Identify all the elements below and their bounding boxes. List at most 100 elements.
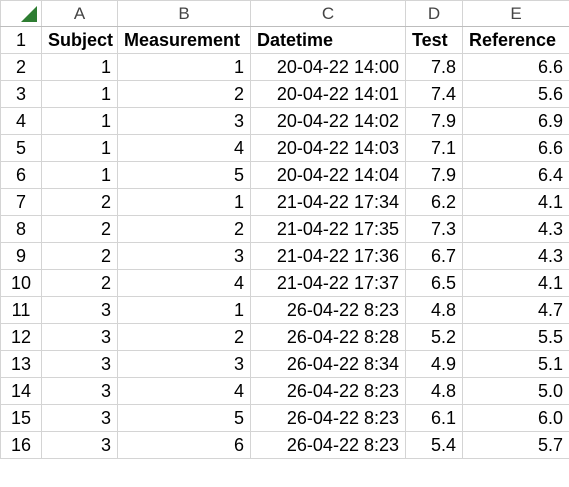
cell-d[interactable]: 6.2 (405, 188, 463, 216)
cell-b[interactable]: 3 (117, 242, 251, 270)
cell-d[interactable]: 4.8 (405, 377, 463, 405)
row-header[interactable]: 13 (0, 350, 42, 378)
cell-a1[interactable]: Subject (41, 26, 118, 54)
cell-e[interactable]: 5.0 (462, 377, 569, 405)
cell-b[interactable]: 5 (117, 404, 251, 432)
cell-a[interactable]: 2 (41, 269, 118, 297)
cell-c1[interactable]: Datetime (250, 26, 406, 54)
cell-e[interactable]: 4.3 (462, 215, 569, 243)
cell-c[interactable]: 20-04-22 14:03 (250, 134, 406, 162)
cell-e[interactable]: 6.6 (462, 53, 569, 81)
cell-c[interactable]: 20-04-22 14:00 (250, 53, 406, 81)
row-header[interactable]: 5 (0, 134, 42, 162)
cell-e[interactable]: 6.6 (462, 134, 569, 162)
cell-d[interactable]: 7.9 (405, 107, 463, 135)
cell-e1[interactable]: Reference (462, 26, 569, 54)
select-all-button[interactable] (0, 0, 42, 27)
cell-a[interactable]: 3 (41, 404, 118, 432)
row-header[interactable]: 4 (0, 107, 42, 135)
cell-d[interactable]: 6.7 (405, 242, 463, 270)
cell-c[interactable]: 21-04-22 17:36 (250, 242, 406, 270)
row-header[interactable]: 7 (0, 188, 42, 216)
row-header[interactable]: 14 (0, 377, 42, 405)
cell-a[interactable]: 1 (41, 80, 118, 108)
cell-b[interactable]: 1 (117, 188, 251, 216)
cell-d[interactable]: 5.2 (405, 323, 463, 351)
cell-e[interactable]: 5.1 (462, 350, 569, 378)
cell-d[interactable]: 5.4 (405, 431, 463, 459)
cell-c[interactable]: 26-04-22 8:34 (250, 350, 406, 378)
row-header[interactable]: 10 (0, 269, 42, 297)
cell-e[interactable]: 4.7 (462, 296, 569, 324)
row-header[interactable]: 15 (0, 404, 42, 432)
cell-c[interactable]: 21-04-22 17:37 (250, 269, 406, 297)
cell-b[interactable]: 2 (117, 80, 251, 108)
cell-b[interactable]: 1 (117, 53, 251, 81)
cell-d[interactable]: 4.8 (405, 296, 463, 324)
cell-a[interactable]: 1 (41, 161, 118, 189)
cell-e[interactable]: 6.9 (462, 107, 569, 135)
row-header[interactable]: 16 (0, 431, 42, 459)
cell-b[interactable]: 2 (117, 323, 251, 351)
cell-c[interactable]: 26-04-22 8:23 (250, 404, 406, 432)
row-header[interactable]: 9 (0, 242, 42, 270)
cell-b[interactable]: 1 (117, 296, 251, 324)
cell-c[interactable]: 20-04-22 14:02 (250, 107, 406, 135)
cell-b1[interactable]: Measurement (117, 26, 251, 54)
cell-a[interactable]: 2 (41, 188, 118, 216)
cell-b[interactable]: 4 (117, 134, 251, 162)
cell-c[interactable]: 26-04-22 8:23 (250, 431, 406, 459)
cell-b[interactable]: 2 (117, 215, 251, 243)
cell-b[interactable]: 6 (117, 431, 251, 459)
cell-d[interactable]: 4.9 (405, 350, 463, 378)
cell-b[interactable]: 3 (117, 350, 251, 378)
column-header-e[interactable]: E (462, 0, 569, 27)
cell-d[interactable]: 7.1 (405, 134, 463, 162)
row-header[interactable]: 11 (0, 296, 42, 324)
cell-e[interactable]: 6.0 (462, 404, 569, 432)
cell-a[interactable]: 3 (41, 431, 118, 459)
cell-c[interactable]: 26-04-22 8:28 (250, 323, 406, 351)
cell-e[interactable]: 6.4 (462, 161, 569, 189)
cell-a[interactable]: 2 (41, 242, 118, 270)
cell-a[interactable]: 2 (41, 215, 118, 243)
cell-e[interactable]: 5.7 (462, 431, 569, 459)
cell-c[interactable]: 26-04-22 8:23 (250, 296, 406, 324)
row-header[interactable]: 6 (0, 161, 42, 189)
cell-a[interactable]: 1 (41, 134, 118, 162)
cell-d[interactable]: 6.5 (405, 269, 463, 297)
cell-d[interactable]: 7.8 (405, 53, 463, 81)
column-header-d[interactable]: D (405, 0, 463, 27)
cell-d[interactable]: 7.4 (405, 80, 463, 108)
cell-e[interactable]: 4.1 (462, 188, 569, 216)
cell-e[interactable]: 5.5 (462, 323, 569, 351)
cell-a[interactable]: 1 (41, 53, 118, 81)
cell-d[interactable]: 7.9 (405, 161, 463, 189)
cell-b[interactable]: 3 (117, 107, 251, 135)
cell-a[interactable]: 3 (41, 296, 118, 324)
row-header[interactable]: 2 (0, 53, 42, 81)
cell-b[interactable]: 4 (117, 269, 251, 297)
cell-a[interactable]: 1 (41, 107, 118, 135)
cell-d[interactable]: 6.1 (405, 404, 463, 432)
column-header-c[interactable]: C (250, 0, 406, 27)
cell-a[interactable]: 3 (41, 350, 118, 378)
cell-c[interactable]: 21-04-22 17:35 (250, 215, 406, 243)
cell-e[interactable]: 4.1 (462, 269, 569, 297)
cell-c[interactable]: 20-04-22 14:04 (250, 161, 406, 189)
cell-a[interactable]: 3 (41, 377, 118, 405)
cell-d1[interactable]: Test (405, 26, 463, 54)
column-header-a[interactable]: A (41, 0, 118, 27)
cell-c[interactable]: 20-04-22 14:01 (250, 80, 406, 108)
cell-d[interactable]: 7.3 (405, 215, 463, 243)
cell-a[interactable]: 3 (41, 323, 118, 351)
cell-e[interactable]: 5.6 (462, 80, 569, 108)
cell-e[interactable]: 4.3 (462, 242, 569, 270)
column-header-b[interactable]: B (117, 0, 251, 27)
cell-c[interactable]: 21-04-22 17:34 (250, 188, 406, 216)
cell-b[interactable]: 5 (117, 161, 251, 189)
row-header[interactable]: 8 (0, 215, 42, 243)
cell-c[interactable]: 26-04-22 8:23 (250, 377, 406, 405)
row-header[interactable]: 3 (0, 80, 42, 108)
cell-b[interactable]: 4 (117, 377, 251, 405)
